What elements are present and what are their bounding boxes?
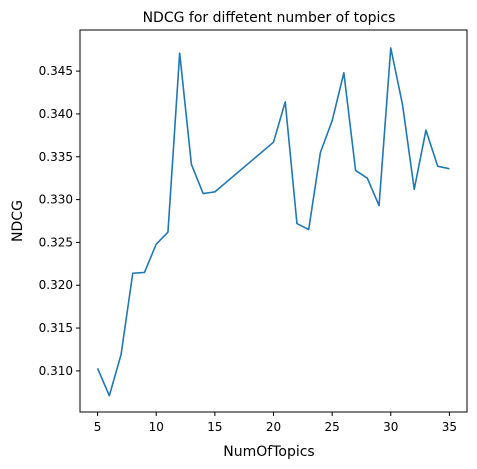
x-tick-label: 35 xyxy=(442,420,457,434)
y-tick-label: 0.330 xyxy=(39,193,73,207)
y-tick-label: 0.310 xyxy=(39,364,73,378)
x-axis-label: NumOfTopics xyxy=(223,444,314,460)
y-axis-ticks: 0.310 0.315 0.320 0.325 0.330 0.335 0.340 0.345 xyxy=(39,64,80,378)
y-tick-label: 0.345 xyxy=(39,64,73,78)
y-tick-label: 0.340 xyxy=(39,107,73,121)
y-tick-label: 0.325 xyxy=(39,235,73,249)
x-tick-label: 10 xyxy=(149,420,164,434)
x-tick-label: 25 xyxy=(324,420,339,434)
x-tick-label: 30 xyxy=(383,420,398,434)
x-tick-label: 15 xyxy=(207,420,222,434)
x-tick-label: 5 xyxy=(94,420,102,434)
y-tick-label: 0.320 xyxy=(39,278,73,292)
y-tick-label: 0.315 xyxy=(39,321,73,335)
y-tick-label: 0.335 xyxy=(39,150,73,164)
y-axis-label: NDCG xyxy=(10,200,26,242)
chart-title: NDCG for diffetent number of topics xyxy=(143,10,396,26)
series-line-ndcg xyxy=(96,47,450,397)
x-axis-ticks: 5 10 15 20 25 30 35 xyxy=(94,412,457,434)
x-tick-label: 20 xyxy=(266,420,281,434)
